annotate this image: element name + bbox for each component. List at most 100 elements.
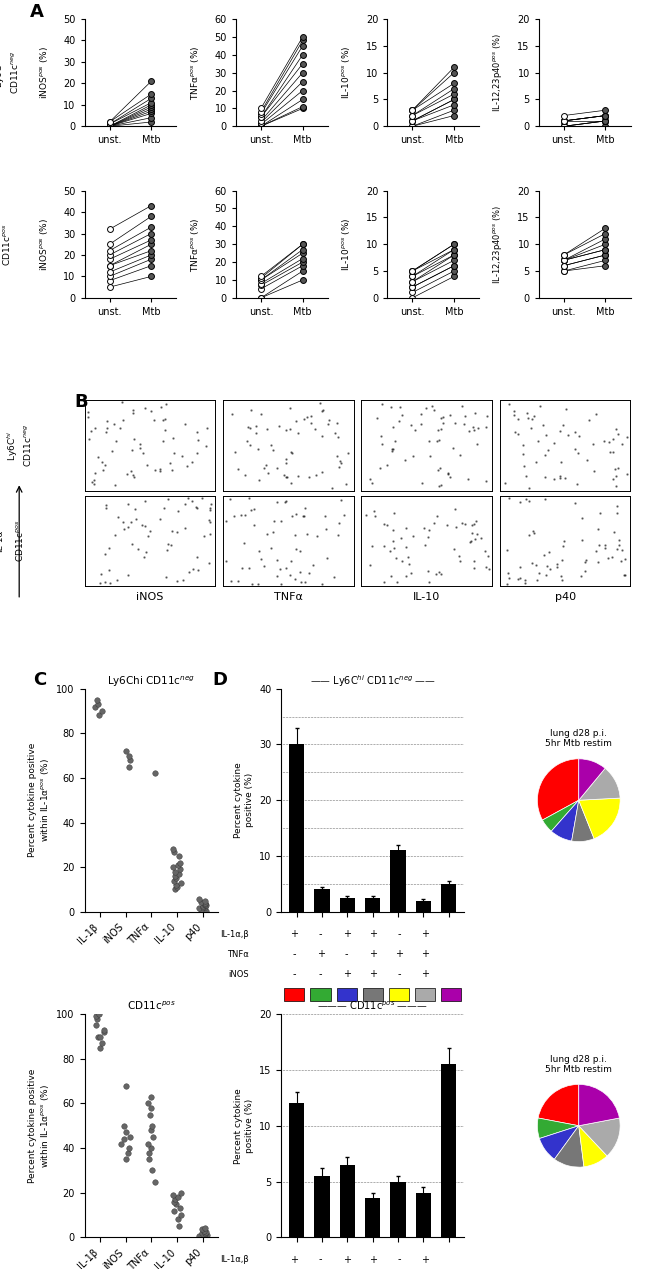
Point	[407, 272, 417, 292]
Point	[391, 572, 402, 593]
Point	[255, 98, 266, 118]
Point	[449, 233, 460, 254]
Point	[172, 877, 182, 897]
Text: D: D	[212, 671, 227, 689]
Point	[298, 27, 308, 47]
Point	[255, 102, 266, 122]
Point	[281, 453, 292, 473]
Point	[595, 503, 605, 523]
Point	[558, 110, 569, 131]
Text: -: -	[397, 929, 400, 939]
Text: +: +	[343, 970, 350, 980]
Point	[121, 1148, 131, 1169]
Point	[174, 864, 184, 884]
Point	[142, 454, 152, 475]
Point	[255, 273, 266, 293]
Point	[600, 250, 610, 270]
Point	[400, 537, 411, 557]
Point	[145, 1104, 155, 1124]
Point	[610, 476, 621, 496]
Point	[389, 503, 399, 523]
Point	[95, 1038, 105, 1058]
Point	[142, 1094, 153, 1114]
Point	[109, 414, 120, 434]
Point	[614, 529, 624, 549]
Point	[135, 438, 145, 458]
Text: -: -	[397, 970, 400, 980]
Point	[469, 557, 479, 577]
Point	[406, 415, 417, 435]
Text: 5hr Mtb restim: 5hr Mtb restim	[545, 1065, 612, 1074]
Point	[105, 574, 115, 594]
Point	[124, 756, 135, 777]
Point	[90, 1006, 101, 1027]
Point	[255, 107, 266, 127]
Text: -: -	[318, 970, 322, 980]
Point	[599, 534, 610, 555]
Point	[449, 84, 460, 104]
Point	[534, 562, 544, 582]
Point	[201, 1222, 211, 1242]
Point	[255, 266, 266, 287]
Point	[187, 491, 197, 511]
Point	[247, 574, 257, 594]
Point	[467, 523, 477, 543]
Point	[457, 396, 467, 416]
Point	[110, 525, 120, 546]
Point	[501, 574, 512, 594]
Point	[449, 240, 460, 260]
Point	[173, 855, 183, 876]
Point	[416, 414, 426, 434]
Point	[143, 1133, 153, 1154]
Point	[436, 476, 447, 496]
Point	[144, 1148, 155, 1169]
Point	[475, 528, 486, 548]
Point	[449, 74, 460, 94]
Point	[105, 255, 115, 275]
Point	[469, 404, 480, 424]
Point	[287, 506, 297, 527]
Point	[310, 466, 320, 486]
Point	[155, 461, 165, 481]
Point	[365, 470, 376, 490]
Text: iNOS: iNOS	[228, 970, 248, 978]
Point	[594, 536, 604, 556]
Point	[172, 571, 183, 591]
Wedge shape	[578, 1126, 607, 1166]
Point	[385, 397, 396, 418]
Point	[91, 1015, 101, 1036]
Point	[291, 504, 301, 524]
Point	[124, 516, 134, 537]
Point	[532, 570, 542, 590]
Point	[254, 470, 265, 490]
Point	[194, 1226, 205, 1246]
Point	[524, 478, 534, 499]
Point	[169, 1200, 179, 1221]
Y-axis label: Percent cytokine
positive (%): Percent cytokine positive (%)	[235, 763, 254, 838]
Text: Ly6C$^{hi}$
CD11c$^{neg}$: Ly6C$^{hi}$ CD11c$^{neg}$	[0, 51, 20, 94]
Point	[304, 467, 315, 487]
Point	[125, 750, 135, 770]
X-axis label: p40: p40	[554, 591, 576, 602]
Point	[423, 431, 434, 452]
Point	[298, 240, 308, 260]
Point	[600, 105, 610, 126]
Point	[172, 523, 183, 543]
Bar	[441, 884, 456, 911]
Point	[268, 440, 278, 461]
Point	[147, 1115, 157, 1136]
Point	[558, 261, 569, 282]
Point	[205, 499, 215, 519]
Point	[407, 261, 417, 282]
Point	[620, 548, 630, 569]
Point	[503, 562, 514, 582]
Point	[123, 494, 133, 514]
Text: -: -	[318, 929, 322, 939]
Point	[385, 566, 396, 586]
Point	[101, 411, 112, 431]
Point	[121, 1075, 131, 1095]
Point	[146, 249, 157, 269]
Point	[111, 430, 121, 450]
Point	[244, 418, 255, 438]
Point	[593, 552, 604, 572]
